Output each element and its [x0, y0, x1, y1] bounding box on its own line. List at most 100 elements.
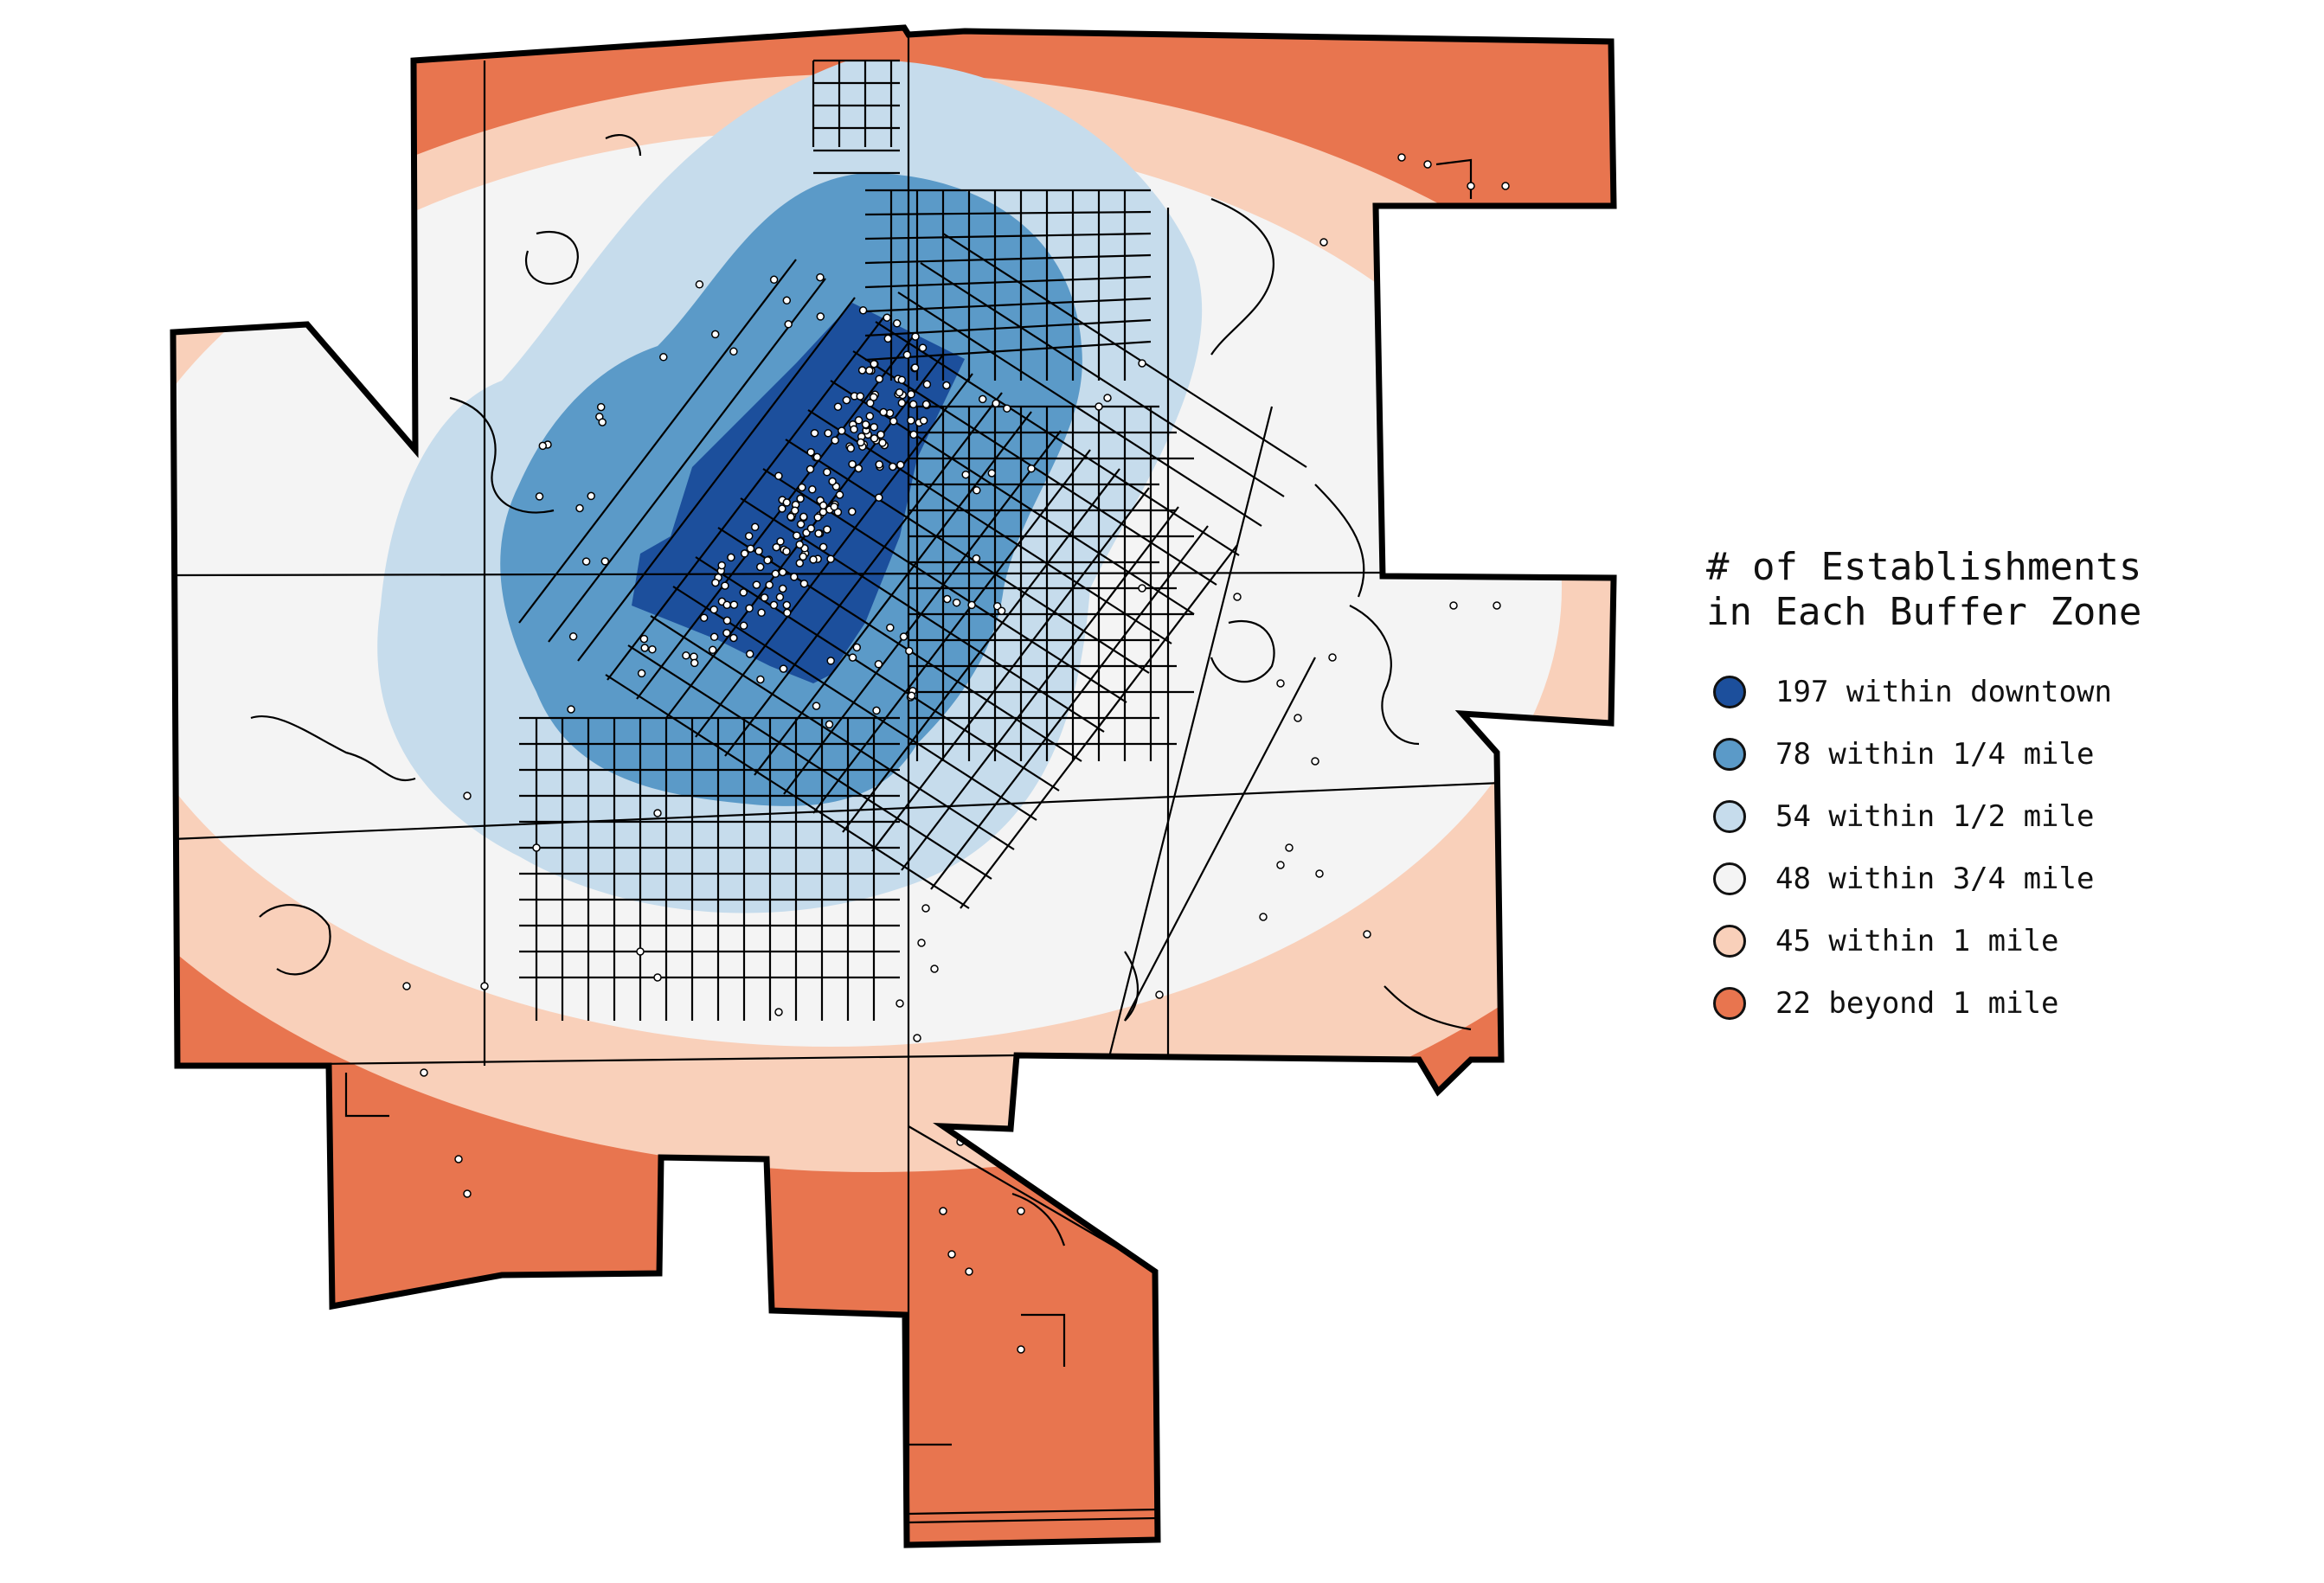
establishment-point [538, 441, 548, 451]
establishment-point [682, 651, 690, 660]
establishment-point [1233, 593, 1242, 601]
establishment-point [848, 507, 857, 516]
establishment-point [746, 544, 755, 553]
establishment-point [722, 616, 732, 625]
establishment-point [825, 720, 834, 729]
legend-title-line-2: in Each Buffer Zone [1706, 590, 2142, 634]
establishment-point [908, 400, 918, 409]
establishment-point [790, 506, 799, 515]
establishment-point [722, 600, 731, 610]
establishment-point [870, 359, 878, 369]
establishment-point [752, 580, 761, 589]
establishment-point [769, 600, 779, 610]
establishment-point [454, 1155, 463, 1163]
establishment-point [833, 508, 843, 516]
establishment-point [909, 430, 918, 439]
establishment-point [782, 600, 792, 610]
establishment-point [783, 608, 792, 618]
establishment-point [856, 392, 864, 401]
establishment-point [858, 306, 868, 315]
establishment-point [420, 1068, 428, 1077]
establishment-point [717, 561, 726, 570]
establishment-point [799, 552, 807, 561]
establishment-point [848, 653, 857, 662]
establishment-point [905, 646, 914, 656]
establishment-point [854, 464, 863, 473]
establishment-point [581, 557, 591, 566]
establishment-point [819, 501, 828, 510]
establishment-point [1319, 238, 1328, 247]
establishment-point [816, 272, 825, 282]
establishment-point [695, 280, 704, 289]
establishment-point [1155, 990, 1164, 999]
establishment-point [739, 621, 748, 631]
establishment-point [722, 628, 731, 638]
establishment-point [823, 468, 831, 477]
establishment-point [922, 380, 932, 389]
establishment-point [708, 645, 717, 655]
establishment-point [1467, 182, 1475, 190]
establishment-point [967, 600, 976, 610]
establishment-point [774, 1008, 783, 1016]
establishment-point [857, 438, 865, 447]
establishment-point [567, 705, 575, 714]
establishment-point [1397, 153, 1406, 162]
establishment-point [757, 608, 766, 618]
establishment-point [755, 562, 765, 572]
establishment-point [835, 490, 844, 499]
establishment-point [1315, 869, 1324, 878]
establishment-point [727, 553, 735, 562]
establishment-point [911, 332, 920, 341]
establishment-point [848, 459, 857, 469]
establishment-point [1003, 404, 1011, 413]
establishment-point [870, 422, 878, 432]
legend-label-quarter-mile: 78 within 1/4 mile [1775, 737, 2095, 772]
establishment-point [729, 633, 738, 643]
establishment-point [763, 555, 772, 565]
establishment-point [640, 644, 649, 652]
establishment-point [812, 452, 822, 462]
legend-label-downtown: 197 within downtown [1775, 675, 2112, 709]
establishment-point [1034, 1129, 1043, 1138]
establishment-point [1285, 843, 1294, 852]
establishment-point [775, 593, 785, 602]
establishment-point [952, 598, 961, 607]
establishment-point [910, 363, 920, 372]
establishment-point [1017, 1207, 1025, 1215]
establishment-point [823, 525, 831, 534]
establishment-point [756, 675, 765, 684]
establishment-point [806, 465, 815, 474]
establishment-point [842, 395, 851, 405]
establishment-point [1259, 913, 1268, 921]
establishment-point [913, 1034, 921, 1042]
establishment-point [771, 569, 780, 579]
establishment-point [875, 493, 883, 502]
establishment-point [699, 613, 709, 622]
legend-label-half-mile: 54 within 1/2 mile [1775, 799, 2095, 834]
legend-item-half-mile: 54 within 1/2 mile [1706, 785, 2260, 848]
establishment-point [886, 623, 895, 632]
establishment-point [833, 402, 843, 411]
establishment-point [1328, 653, 1337, 662]
establishment-point [596, 402, 606, 412]
establishment-point [778, 584, 787, 593]
establishment-point [639, 634, 649, 644]
establishment-point [870, 434, 879, 443]
establishment-point [711, 578, 720, 587]
establishment-point [897, 399, 907, 407]
establishment-point [709, 605, 718, 614]
legend-title: # of Establishments in Each Buffer Zone [1706, 545, 2260, 635]
establishment-point [754, 547, 763, 555]
legend-label-three-quarter-mile: 48 within 3/4 mile [1775, 862, 2095, 896]
establishment-point [961, 470, 970, 479]
establishment-point [947, 1250, 956, 1259]
legend-item-quarter-mile: 78 within 1/4 mile [1706, 723, 2260, 785]
establishment-point [918, 343, 928, 352]
legend-label-beyond-one-mile: 22 beyond 1 mile [1775, 986, 2059, 1021]
establishment-point [790, 573, 799, 581]
establishment-point [917, 939, 926, 947]
establishment-point [1276, 679, 1285, 688]
establishment-point [972, 554, 981, 563]
swatch-downtown [1713, 676, 1746, 708]
